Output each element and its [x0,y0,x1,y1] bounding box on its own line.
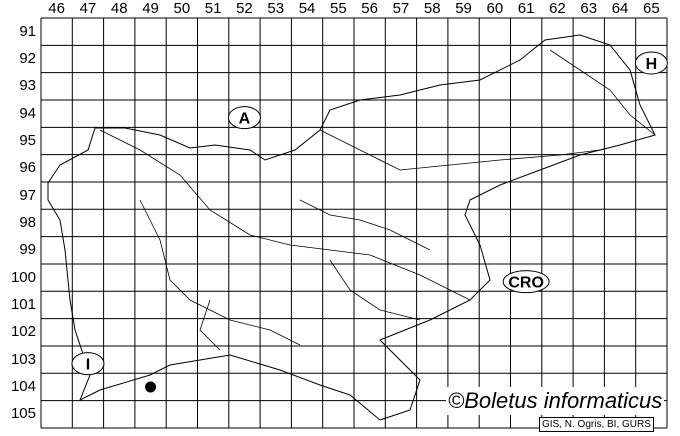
river [299,199,431,251]
country-label-text: A [239,111,251,128]
river [199,299,221,351]
column-label: 64 [611,0,629,17]
row-label: 96 [19,159,36,177]
column-label: 46 [48,0,65,17]
country-label-ellipse [71,352,105,376]
country-label: I [71,352,105,376]
country-label-text: CRO [508,275,544,292]
occurrence-point [145,381,157,393]
column-label: 56 [361,0,378,17]
rivers [99,49,656,351]
column-label: 50 [173,0,191,17]
country-label-text: H [646,56,658,73]
column-label: 61 [517,0,535,17]
column-label: 49 [142,0,159,17]
column-label: 57 [392,0,410,17]
grid [40,17,668,429]
country-label-ellipse [634,51,668,75]
column-label: 65 [643,0,660,17]
column-label: 51 [204,0,222,17]
row-label: 98 [19,213,36,231]
row-label: 101 [10,295,36,313]
river [329,259,421,321]
row-label: 99 [19,241,36,259]
row-label: 94 [19,104,36,122]
country-label: A [227,106,261,130]
column-label: 55 [330,0,347,17]
column-label: 58 [423,0,441,17]
column-label: 60 [486,0,504,17]
row-label: 100 [10,268,36,286]
row-label: 97 [19,186,36,204]
row-label: 104 [10,377,36,395]
copyright-text: ©Boletus informaticus [446,387,665,415]
column-label: 52 [236,0,253,17]
row-label: 93 [19,77,36,95]
country-label: H [634,51,668,75]
column-label: 62 [549,0,566,17]
river [319,129,601,171]
column-label: 63 [580,0,598,17]
river [139,199,301,346]
column-label: 59 [455,0,472,17]
river [99,129,471,301]
column-label: 48 [110,0,128,17]
row-label: 92 [19,49,36,67]
column-label: 54 [298,0,316,17]
country-label-text: I [86,357,90,374]
row-label: 95 [19,131,36,149]
row-label: 103 [10,350,36,368]
country-label-ellipse [227,106,261,130]
credits-text: GIS, N. Ogris, BI, GURS [539,417,654,432]
country-label-ellipse [502,270,550,294]
row-label: 105 [10,405,36,423]
column-label: 53 [267,0,285,17]
row-label: 102 [10,323,36,341]
column-label: 47 [79,0,97,17]
country-border [47,34,656,421]
country-label: CRO [502,270,550,294]
row-label: 91 [19,22,36,40]
river [549,49,656,136]
